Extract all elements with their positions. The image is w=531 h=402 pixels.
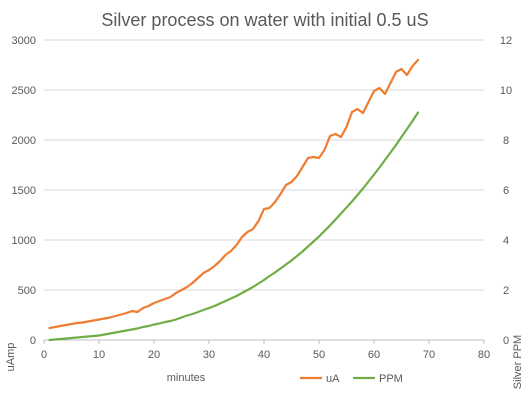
y-left-tick-label: 3000 — [12, 35, 36, 47]
y-left-tick-label: 1500 — [12, 185, 36, 197]
y-left-tick-label: 2500 — [12, 85, 36, 97]
y-right-axis-label: Silver PPM — [512, 335, 524, 389]
x-tick-label: 0 — [41, 349, 47, 361]
series-line-ppm — [48, 111, 420, 342]
x-tick-label: 20 — [148, 349, 160, 361]
y-right-tick-label: 10 — [500, 85, 512, 97]
chart-title: Silver process on water with initial 0.5… — [101, 10, 428, 30]
x-tick-label: 30 — [203, 349, 215, 361]
y-right-tick-label: 0 — [503, 335, 509, 347]
y-left-axis-label: uAmp — [5, 343, 17, 372]
legend-label-ppm: PPM — [379, 373, 403, 385]
legend: uA PPM — [300, 373, 403, 385]
y-left-tick-label: 500 — [18, 285, 36, 297]
series-line-ua — [48, 58, 420, 330]
x-tick-label: 40 — [258, 349, 270, 361]
y-left-tick-label: 2000 — [12, 135, 36, 147]
x-tick-label: 70 — [423, 349, 435, 361]
x-tick-label: 80 — [478, 349, 490, 361]
y-right-tick-label: 12 — [500, 35, 512, 47]
legend-label-ua: uA — [326, 373, 340, 385]
x-axis-label: minutes — [167, 372, 206, 384]
x-tick-label: 10 — [93, 349, 105, 361]
y-left-tick-label: 1000 — [12, 235, 36, 247]
y-right-tick-label: 6 — [503, 185, 509, 197]
y-right-tick-label: 2 — [503, 285, 509, 297]
series-layer — [48, 58, 420, 342]
grid-layer — [44, 39, 484, 291]
x-tick-label: 50 — [313, 349, 325, 361]
x-tick-label: 60 — [368, 349, 380, 361]
axes-layer: 0 500 1000 1500 2000 2500 3000 0 2 4 6 8 10 12 0 10 20 30… — [12, 35, 513, 361]
y-right-tick-label: 4 — [503, 235, 509, 247]
y-right-tick-label: 8 — [503, 135, 509, 147]
y-left-tick-label: 0 — [30, 335, 36, 347]
